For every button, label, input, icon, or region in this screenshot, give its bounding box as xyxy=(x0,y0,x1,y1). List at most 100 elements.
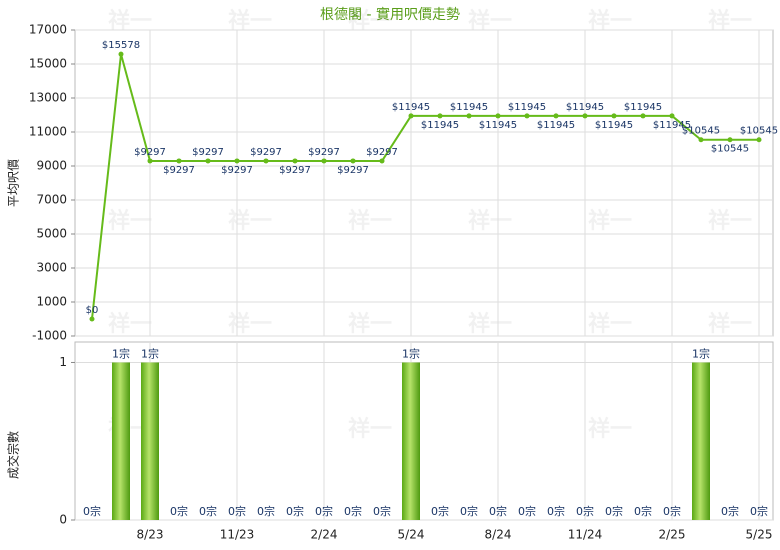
data-label: $0 xyxy=(86,305,99,316)
data-label: 1宗 xyxy=(141,346,159,360)
data-label: $11945 xyxy=(595,120,633,131)
y-tick-label: 1 xyxy=(59,355,67,369)
point xyxy=(495,113,501,119)
x-tick-label: 2/24 xyxy=(311,528,338,542)
watermark: 祥一 xyxy=(228,311,272,337)
watermark: 祥一 xyxy=(348,311,392,337)
data-label: 0宗 xyxy=(576,504,594,518)
point xyxy=(350,158,356,164)
y-tick-label: 15000 xyxy=(29,57,67,71)
point xyxy=(611,113,617,119)
data-label: 0宗 xyxy=(750,504,768,518)
data-label: $10545 xyxy=(711,144,749,155)
data-label: $10545 xyxy=(682,126,720,137)
data-label: $9297 xyxy=(163,165,195,176)
watermark: 祥一 xyxy=(588,311,632,337)
y-tick-label: 11000 xyxy=(29,125,67,139)
data-label: 0宗 xyxy=(170,504,188,518)
data-label: 1宗 xyxy=(402,346,420,360)
plot-area xyxy=(74,341,774,521)
point xyxy=(727,137,733,143)
point xyxy=(582,113,588,119)
point xyxy=(118,51,124,57)
data-label: $11945 xyxy=(450,102,488,113)
data-label: $9297 xyxy=(221,165,253,176)
y-tick-label: 5000 xyxy=(36,227,67,241)
point xyxy=(379,158,385,164)
data-label: 0宗 xyxy=(431,504,449,518)
watermark: 祥一 xyxy=(108,311,152,337)
y-tick-label: 17000 xyxy=(29,23,67,37)
data-label: $11945 xyxy=(537,120,575,131)
point xyxy=(408,113,414,119)
point xyxy=(698,137,704,143)
data-label: $11945 xyxy=(653,120,691,131)
bar xyxy=(692,362,710,520)
watermark: 祥一 xyxy=(708,311,752,337)
point xyxy=(263,158,269,164)
point xyxy=(89,316,95,322)
data-label: 0宗 xyxy=(315,504,333,518)
point xyxy=(234,158,240,164)
x-tick-label: 8/23 xyxy=(137,528,164,542)
plot-area xyxy=(74,29,774,337)
point xyxy=(205,158,211,164)
data-label: $9297 xyxy=(192,147,224,158)
y-tick-label: 3000 xyxy=(36,261,67,275)
point xyxy=(669,113,675,119)
watermark: 祥一 xyxy=(468,208,512,234)
data-label: 0宗 xyxy=(634,504,652,518)
data-label: $9297 xyxy=(366,147,398,158)
line xyxy=(91,53,759,320)
data-label: $11945 xyxy=(566,102,604,113)
x-tick-label: 5/25 xyxy=(746,528,773,542)
chart-title: 根德閣 - 實用呎價走勢 xyxy=(320,6,460,23)
watermark: 祥一 xyxy=(108,208,152,234)
data-label: 1宗 xyxy=(692,346,710,360)
data-label: 0宗 xyxy=(721,504,739,518)
x-tick-label: 5/24 xyxy=(398,528,425,542)
data-label: $11945 xyxy=(508,102,546,113)
watermark: 祥一 xyxy=(588,208,632,234)
point xyxy=(176,158,182,164)
watermark: 祥一 xyxy=(228,208,272,234)
x-tick-label: 2/25 xyxy=(659,528,686,542)
bar xyxy=(141,362,159,520)
point xyxy=(321,158,327,164)
point xyxy=(437,113,443,119)
data-label: 0宗 xyxy=(460,504,478,518)
y-tick-label: 0 xyxy=(59,513,67,527)
point xyxy=(292,158,298,164)
y-tick-label: 13000 xyxy=(29,91,67,105)
data-label: 0宗 xyxy=(489,504,507,518)
watermark: 祥一 xyxy=(348,208,392,234)
data-label: $11945 xyxy=(392,102,430,113)
data-label: 0宗 xyxy=(547,504,565,518)
data-label: $9297 xyxy=(250,147,282,158)
data-label: 0宗 xyxy=(344,504,362,518)
point xyxy=(640,113,646,119)
point xyxy=(147,158,153,164)
data-label: 0宗 xyxy=(257,504,275,518)
data-label: $9297 xyxy=(308,147,340,158)
data-label: 0宗 xyxy=(228,504,246,518)
data-label: $10545 xyxy=(740,126,778,137)
point xyxy=(756,137,762,143)
watermark: 祥一 xyxy=(468,311,512,337)
data-label: $9297 xyxy=(134,147,166,158)
data-label: 1宗 xyxy=(112,346,130,360)
data-label: 0宗 xyxy=(373,504,391,518)
y-tick-label: 1000 xyxy=(36,295,67,309)
data-label: $11945 xyxy=(624,102,662,113)
data-label: $11945 xyxy=(479,120,517,131)
data-label: $9297 xyxy=(337,165,369,176)
data-label: 0宗 xyxy=(605,504,623,518)
data-label: $11945 xyxy=(421,120,459,131)
watermark: 祥一 xyxy=(348,416,392,442)
y-tick-label: 9000 xyxy=(36,159,67,173)
data-label: 0宗 xyxy=(199,504,217,518)
bar xyxy=(402,362,420,520)
y-axis-label: 成交宗數 xyxy=(6,431,21,479)
y-axis-label: 平均呎價 xyxy=(7,159,21,207)
